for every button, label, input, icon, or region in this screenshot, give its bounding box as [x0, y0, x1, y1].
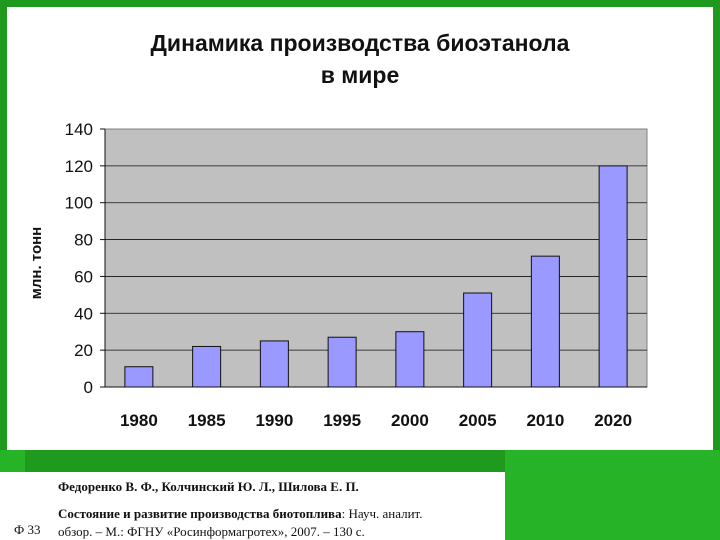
x-tick-label: 2000	[391, 411, 429, 430]
bar	[192, 345, 222, 388]
bar	[395, 331, 425, 388]
x-tick-label: 1995	[323, 411, 361, 430]
background-stripe-right	[505, 450, 720, 540]
x-tick-label: 1985	[188, 411, 226, 430]
x-tick-label: 2005	[459, 411, 497, 430]
y-tick-label: 20	[74, 341, 93, 360]
caption-title-bold: Состояние и развитие производства биотоп…	[58, 506, 342, 521]
x-tick-label: 2020	[594, 411, 632, 430]
bar	[598, 165, 628, 388]
y-tick-label: 140	[65, 120, 93, 139]
y-tick-label: 0	[84, 378, 93, 397]
y-tick-label: 40	[74, 304, 93, 323]
y-tick-label: 120	[65, 157, 93, 176]
y-tick-label: 60	[74, 267, 93, 286]
caption-page-ref: Ф 33	[14, 522, 41, 537]
x-tick-label: 1980	[120, 411, 158, 430]
chart-title: Динамика производства биоэтанола в мире	[7, 27, 713, 91]
y-axis-label: млн. тонн	[28, 227, 45, 299]
bar	[327, 336, 357, 388]
caption-title-rest: : Науч. аналит.	[341, 506, 423, 521]
caption-title: Состояние и развитие производства биотоп…	[58, 506, 423, 522]
caption-authors: Федоренко В. Ф., Колчинский Ю. Л., Шилов…	[58, 479, 359, 494]
chart-title-line2: в мире	[320, 62, 400, 88]
bar	[463, 292, 493, 388]
source-caption: Федоренко В. Ф., Колчинский Ю. Л., Шилов…	[0, 472, 505, 540]
bar-chart: 0 20 40 60 80 100 120 140 1980 1985 1990 1995 2000 20…	[28, 120, 648, 430]
y-tick-label: 80	[74, 231, 93, 250]
bar	[124, 366, 154, 388]
bar	[530, 255, 560, 388]
chart-card: Динамика производства биоэтанола в мире …	[7, 7, 713, 450]
caption-publisher: обзор. – М.: ФГНУ «Росинформагротех», 20…	[58, 524, 365, 539]
plot-area	[104, 128, 648, 388]
x-tick-label: 1990	[255, 411, 293, 430]
bar	[259, 340, 289, 388]
chart-title-line1: Динамика производства биоэтанола	[150, 30, 570, 56]
x-tick-label: 2010	[526, 411, 564, 430]
y-tick-label: 100	[65, 194, 93, 213]
